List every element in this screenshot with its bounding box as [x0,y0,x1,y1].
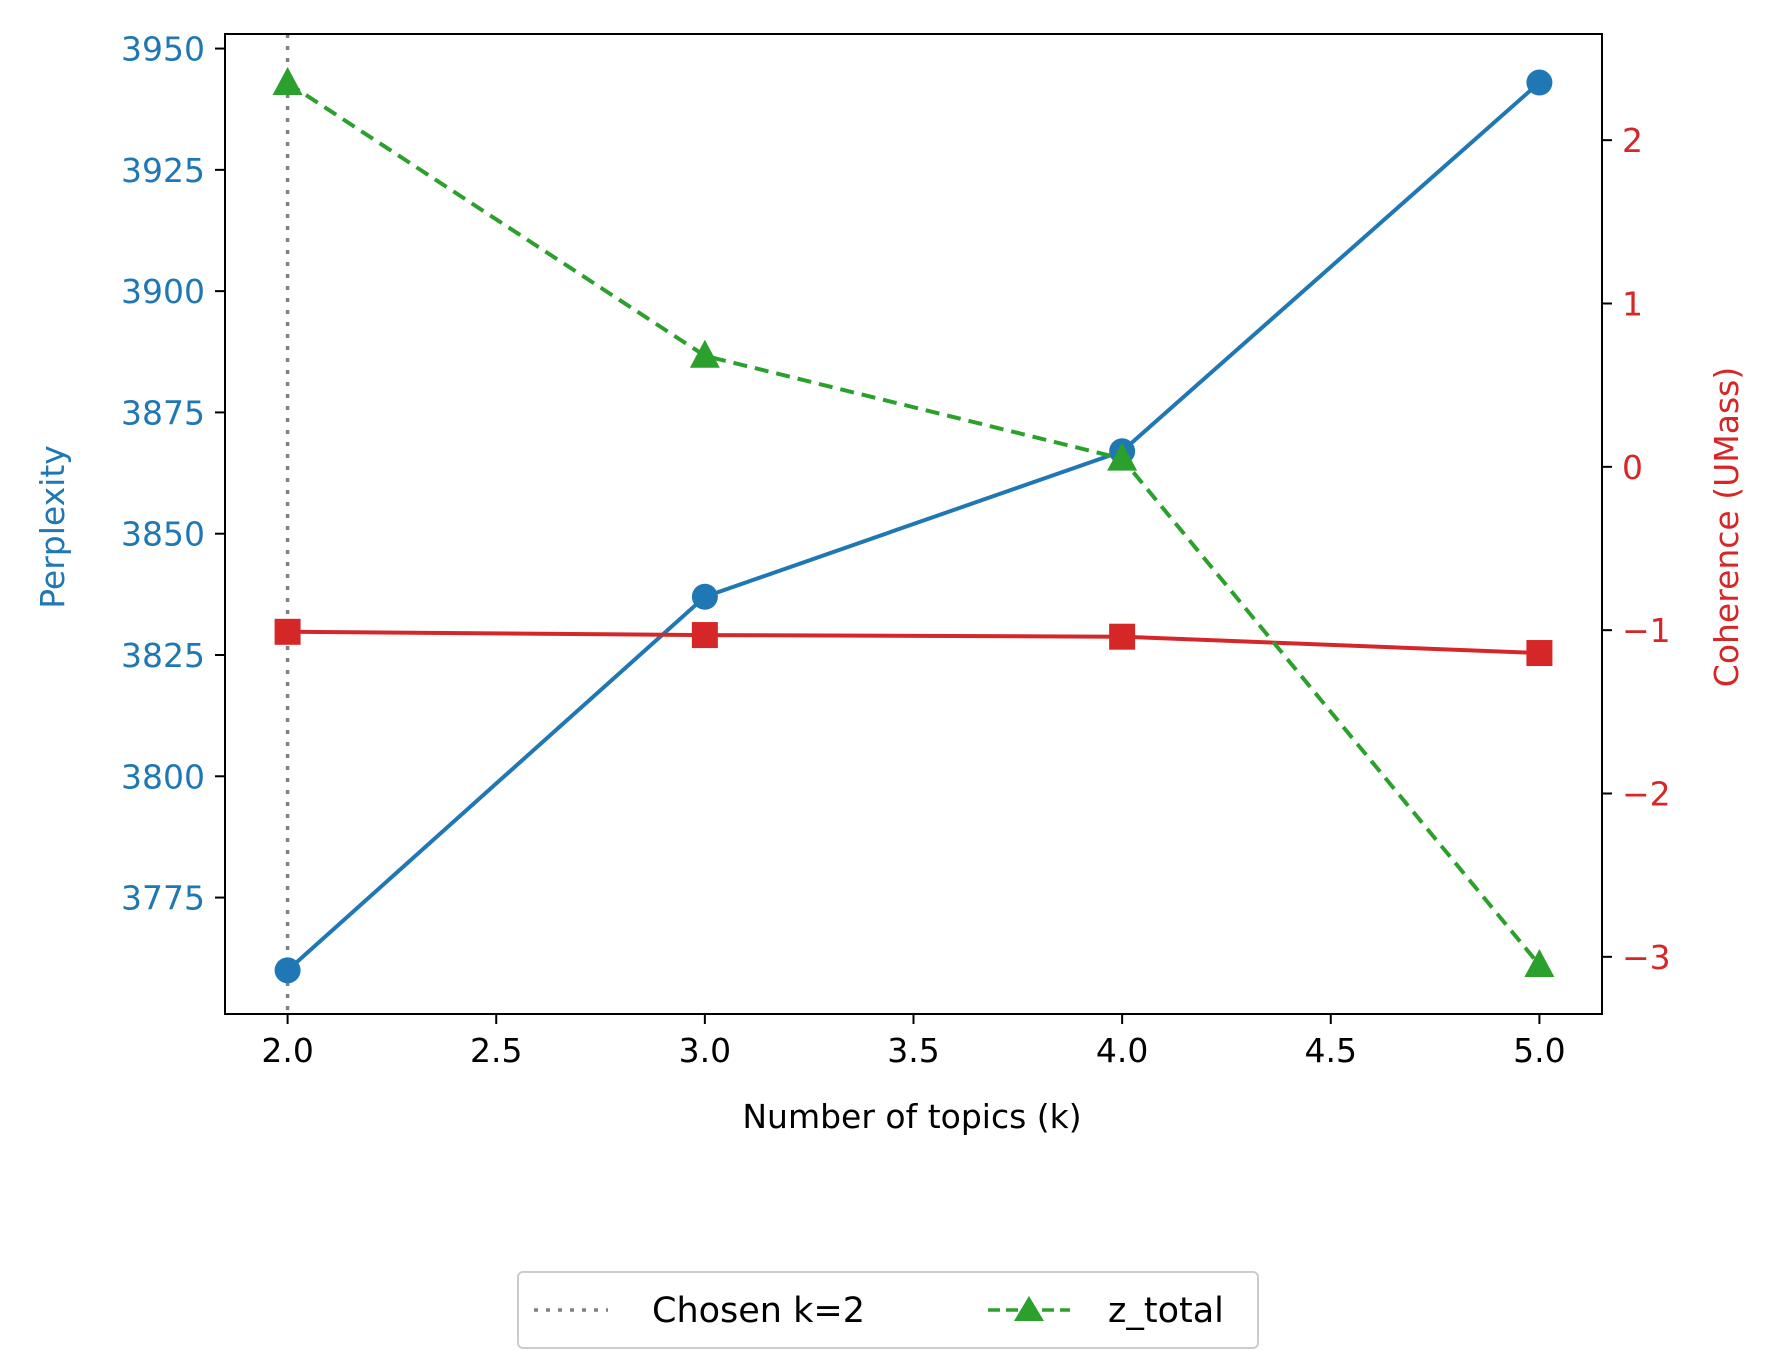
x-axis-label: Number of topics (k) [742,1097,1081,1136]
right-tick-label: −1 [1622,611,1671,650]
left-tick-label: 3825 [121,636,205,675]
x-tick-label: 5.0 [1513,1031,1565,1070]
x-tick-label: 2.5 [470,1031,522,1070]
right-axis-label: Coherence (UMass) [1707,367,1746,687]
left-tick-label: 3775 [121,879,205,918]
coherence-umass-point [691,622,718,649]
z-total-point [689,339,720,368]
x-tick-label: 3.5 [887,1031,939,1070]
left-tick-label: 3900 [121,272,205,311]
right-tick-label: −2 [1622,775,1671,814]
x-tick-label: 4.5 [1305,1031,1357,1070]
z-total-point [1524,949,1555,977]
coherence-umass-point [274,618,301,645]
left-tick-label: 3950 [121,30,205,69]
x-tick-label: 2.0 [261,1031,313,1070]
left-tick-label: 3850 [121,515,205,554]
legend-label-chosen-k: Chosen k=2 [652,1291,865,1331]
right-tick-label: 0 [1622,448,1643,487]
z-total-point [1107,442,1138,471]
coherence-umass-point [1526,640,1553,667]
legend: Chosen k=2 z_total [517,1271,1259,1349]
coherence-umass-line [287,629,1540,656]
axes-layer: 2.0 2.5 3.0 3.5 4.0 4.5 5.0 3775 3800 3825 3850 387… [121,30,1671,1070]
right-tick-label: 1 [1622,285,1643,324]
legend-z-total-marker [1014,1296,1044,1321]
perplexity-point [1526,69,1553,96]
perplexity-point [691,583,718,610]
perplexity-line [286,81,1541,972]
x-tick-label: 3.0 [679,1031,731,1070]
perplexity-point [274,957,301,984]
z-total-line [286,81,1541,967]
x-tick-label: 4.0 [1096,1031,1148,1070]
coherence-umass-point [1109,623,1136,650]
series-layer [272,34,1555,1014]
left-tick-label: 3875 [121,393,205,432]
left-tick-label: 3925 [121,151,205,190]
legend-box [517,1271,1259,1349]
legend-label-z-total: z_total [1108,1291,1224,1331]
left-tick-label: 3800 [121,757,205,796]
left-axis-label: Perplexity [33,445,72,609]
z-total-point [272,67,303,95]
right-tick-label: 2 [1622,121,1643,160]
right-tick-label: −3 [1622,938,1671,977]
